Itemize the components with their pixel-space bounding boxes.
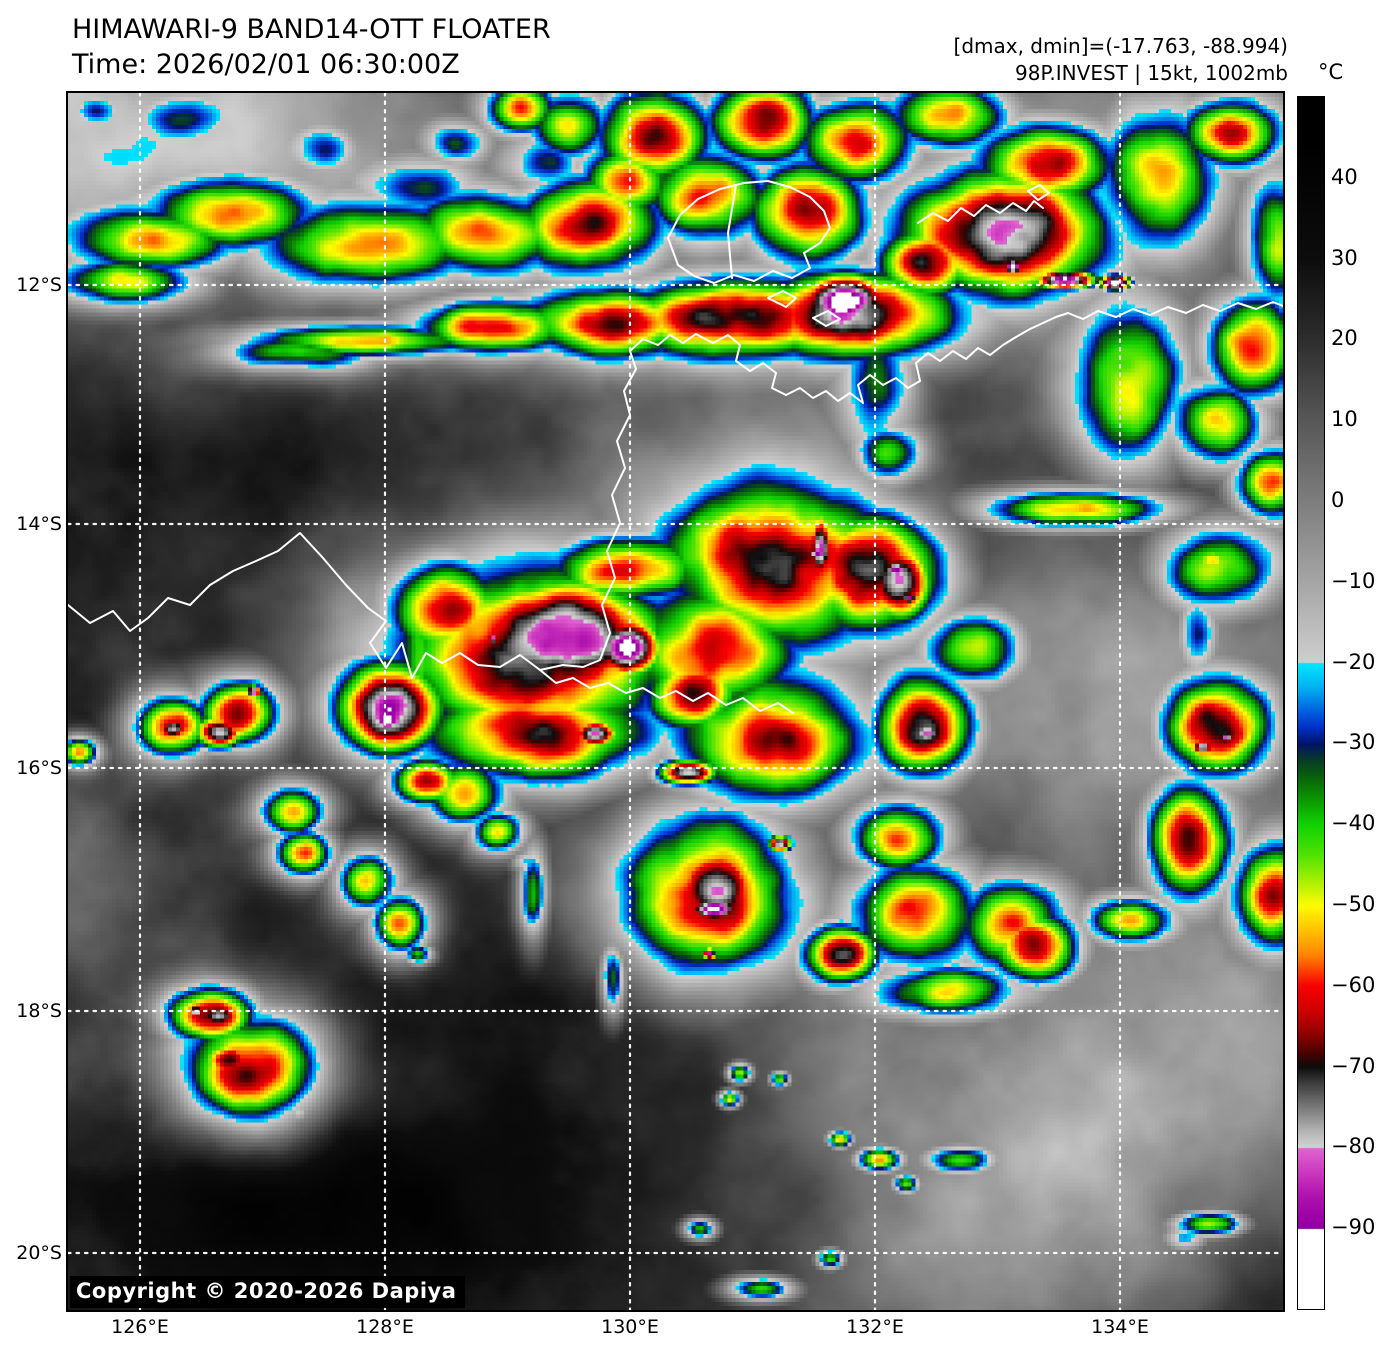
coastline xyxy=(667,180,831,284)
lon-tick-label: 126°E xyxy=(111,1316,169,1338)
coastline xyxy=(727,184,737,279)
colorbar-unit-label: °C xyxy=(1318,60,1344,84)
colorbar-tick-label: −80 xyxy=(1331,1134,1376,1159)
lat-tick-label: 14°S xyxy=(16,513,62,535)
title-block: HIMAWARI-9 BAND14-OTT FLOATER Time: 2026… xyxy=(72,14,551,80)
colorbar-tick-label: −40 xyxy=(1331,811,1376,836)
colorbar-tick-label: −50 xyxy=(1331,892,1376,916)
copyright-badge: Copyright © 2020-2026 Dapiya xyxy=(70,1276,466,1308)
lat-tick-label: 16°S xyxy=(16,757,62,779)
lat-tick-label: 12°S xyxy=(16,274,62,296)
colorbar-tick-label: −30 xyxy=(1331,730,1376,755)
coastline xyxy=(68,301,1283,679)
lat-tick-label: 18°S xyxy=(16,1000,62,1022)
storm-readout: 98P.INVEST | 15kt, 1002mb xyxy=(1015,61,1288,85)
coastline xyxy=(767,290,797,308)
coastline xyxy=(812,310,841,327)
colorbar-tick-label: −70 xyxy=(1331,1053,1376,1078)
colorbar-tick-label: 40 xyxy=(1331,164,1358,189)
lon-tick-label: 128°E xyxy=(356,1316,414,1338)
map-area: Copyright © 2020-2026 Dapiya xyxy=(66,91,1285,1312)
lon-tick-label: 134°E xyxy=(1091,1316,1149,1338)
lat-tick-label: 20°S xyxy=(16,1242,62,1264)
colorbar-gradient xyxy=(1298,97,1324,1309)
colorbar-tick-label: −90 xyxy=(1331,1215,1376,1240)
info-block: [dmax, dmin]=(-17.763, -88.994) 98P.INVE… xyxy=(954,33,1288,87)
colorbar-tick-label: 30 xyxy=(1331,245,1358,270)
lon-tick-label: 132°E xyxy=(846,1316,904,1338)
satellite-image-canvas xyxy=(68,93,1283,1310)
colorbar-tick-label: 0 xyxy=(1331,488,1345,512)
colorbar-tick-label: −10 xyxy=(1331,568,1376,593)
page-title: HIMAWARI-9 BAND14-OTT FLOATER xyxy=(72,14,551,45)
colorbar-tick-label: −60 xyxy=(1331,972,1376,997)
coastline xyxy=(1027,184,1050,201)
lon-tick-label: 130°E xyxy=(601,1316,659,1338)
colorbar-tick-label: 20 xyxy=(1331,326,1358,351)
colorbar-tick-label: 10 xyxy=(1331,407,1358,432)
coastline xyxy=(917,200,1044,224)
map-overlay xyxy=(68,93,1283,1310)
dmax-dmin-readout: [dmax, dmin]=(-17.763, -88.994) xyxy=(953,34,1288,58)
colorbar-tick-label: −20 xyxy=(1331,649,1376,674)
colorbar xyxy=(1297,96,1325,1310)
timestamp: Time: 2026/02/01 06:30:00Z xyxy=(72,49,460,80)
coastline xyxy=(539,669,794,714)
